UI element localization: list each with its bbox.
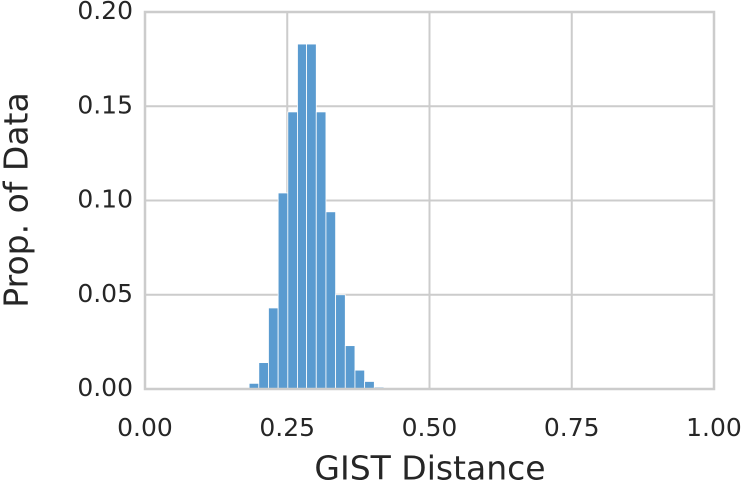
bar <box>268 307 279 390</box>
x-tick-label: 1.00 <box>686 413 742 442</box>
bar <box>277 192 289 390</box>
x-axis-label: GIST Distance <box>314 449 545 488</box>
x-tick-label: 0.25 <box>259 413 315 442</box>
x-tick-label: 0.00 <box>117 413 173 442</box>
bar <box>335 294 346 390</box>
x-tick-label: 0.50 <box>402 413 458 442</box>
y-tick-label: 0.15 <box>77 90 133 119</box>
bar <box>287 111 298 390</box>
bar <box>354 369 366 390</box>
x-tick-label: 0.75 <box>544 413 600 442</box>
bar <box>297 43 307 390</box>
y-tick-label: 0.00 <box>77 373 133 402</box>
plot-frame <box>143 10 716 391</box>
y-axis-label: Prop. of Data <box>0 92 36 307</box>
bar <box>306 43 317 390</box>
y-tick-label: 0.10 <box>77 185 133 214</box>
bar <box>344 345 356 390</box>
y-tick-label: 0.20 <box>77 0 133 25</box>
bar <box>325 211 337 390</box>
bar <box>258 362 269 390</box>
bar <box>315 111 327 390</box>
y-tick-label: 0.05 <box>77 279 133 308</box>
